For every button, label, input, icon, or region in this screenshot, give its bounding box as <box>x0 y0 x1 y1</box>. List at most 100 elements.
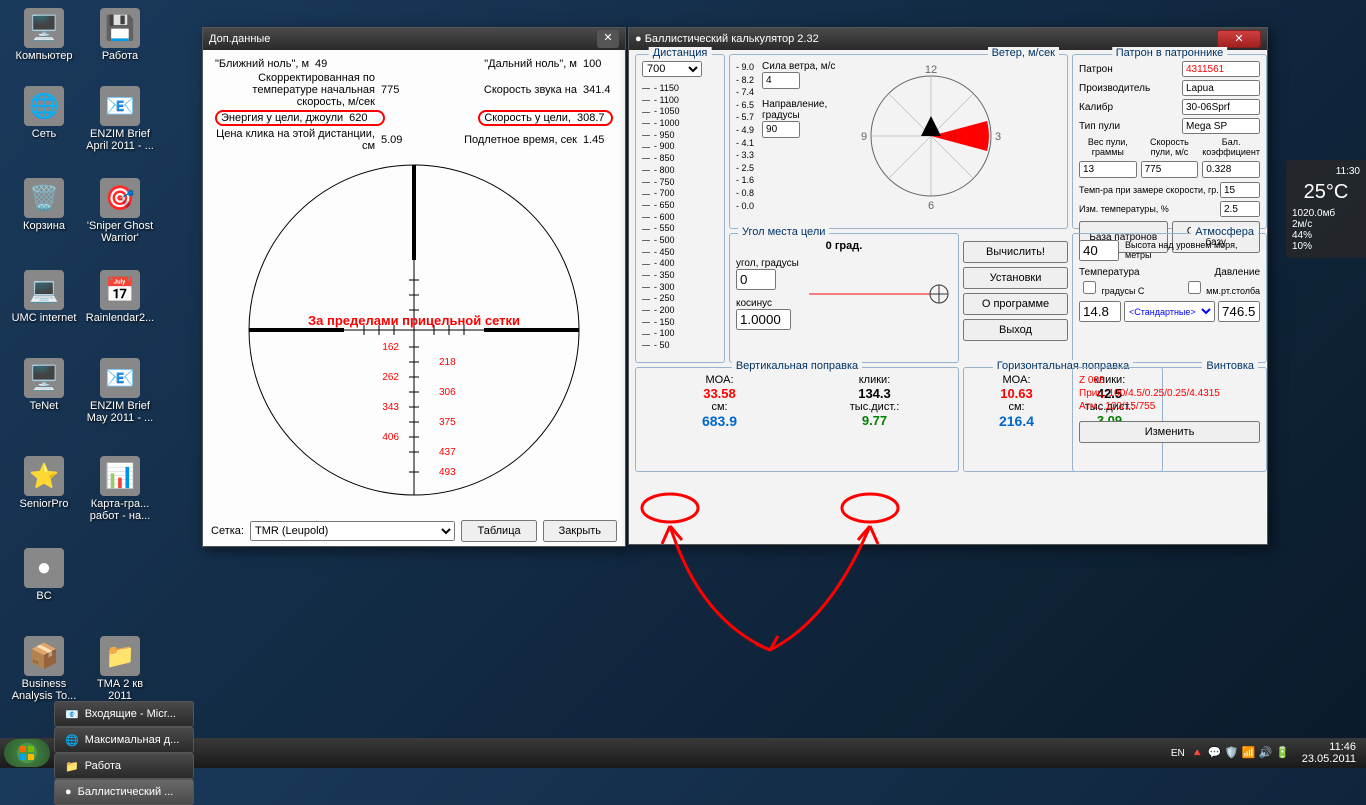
group-vertical-corr: Вертикальная поправка MOA: клики: 33.58 … <box>635 367 959 472</box>
desktop-icon[interactable]: 💻UMC internet <box>8 270 80 324</box>
caliber-label: Калибр <box>1079 102 1113 113</box>
cart-temp-input[interactable] <box>1220 182 1260 198</box>
taskbar-item[interactable]: 📁Работа <box>54 753 194 779</box>
taskbar: 📧Входящие - Micr...🌐Максимальная д...📁Ра… <box>0 738 1366 768</box>
desktop-icon[interactable]: 📧ENZIM Brief May 2011 - ... <box>84 358 156 424</box>
desktop-icon[interactable]: 📧ENZIM Brief April 2011 - ... <box>84 86 156 152</box>
horz-moa-value: 10.63 <box>970 386 1063 401</box>
desktop-icon[interactable]: 📊Карта-гра... работ - на... <box>84 456 156 522</box>
maker-input[interactable] <box>1182 80 1260 96</box>
window-calculator: ● Баллистический калькулятор 2.32 ✕ Дист… <box>628 27 1268 545</box>
bullet-type-label: Тип пули <box>1079 121 1120 132</box>
angle-input[interactable] <box>736 269 776 290</box>
wind-force-input[interactable] <box>762 72 800 89</box>
start-button[interactable] <box>4 739 50 767</box>
svg-text:218: 218 <box>439 357 456 368</box>
cart-tempchg-input[interactable] <box>1220 201 1260 217</box>
table-button[interactable]: Таблица <box>461 520 536 542</box>
system-tray: EN 🔺💬🛡️📶🔊🔋 11:46 23.05.2011 <box>1171 741 1362 765</box>
legend-angle: Угол места цели <box>738 226 829 238</box>
button-panel: Вычислить! Установки О программе Выход <box>963 233 1068 363</box>
desktop-icon[interactable]: 🖥️TeNet <box>8 358 80 412</box>
distance-select[interactable]: 700 <box>642 61 702 77</box>
wind-scale[interactable]: - 9.0- 8.2- 7.4- 6.5- 5.7- 4.9- 4.1- 3.3… <box>736 61 754 212</box>
desktop-icon[interactable]: ●BC <box>8 548 80 602</box>
taskbar-item[interactable]: 🌐Максимальная д... <box>54 727 194 753</box>
distance-scale[interactable]: - 1150- 1100- 1050- 1000- 950- 900- 850-… <box>642 83 718 352</box>
exit-button[interactable]: Выход <box>963 319 1068 341</box>
title-calc: ● Баллистический калькулятор 2.32 <box>635 33 819 45</box>
wind-dir-input[interactable] <box>762 121 800 138</box>
desktop-icon[interactable]: 💾Работа <box>84 8 156 62</box>
atmo-temp-label: Температура <box>1079 267 1140 278</box>
grid-select[interactable]: TMR (Leupold) <box>250 521 456 541</box>
caliber-input[interactable] <box>1182 99 1260 115</box>
vert-td-value: 9.77 <box>797 413 952 429</box>
vert-moa-value: 33.58 <box>642 386 797 401</box>
desktop-icon[interactable]: ⭐SeniorPro <box>8 456 80 510</box>
lang-indicator[interactable]: EN <box>1171 748 1185 759</box>
taskbar-item[interactable]: 📧Входящие - Micr... <box>54 701 194 727</box>
group-angle: Угол места цели 0 град. угол, градусы ко… <box>729 233 959 363</box>
desktop-icon[interactable]: 🗑️Корзина <box>8 178 80 232</box>
about-button[interactable]: О программе <box>963 293 1068 315</box>
svg-text:493: 493 <box>439 467 456 478</box>
press-unit-check[interactable]: мм.рт.столба <box>1184 278 1260 297</box>
bullet-type-input[interactable] <box>1182 118 1260 134</box>
svg-text:162: 162 <box>382 342 399 353</box>
window-dopdata: Доп.данные ✕ "Ближний ноль", м49 "Дальни… <box>202 27 626 547</box>
taskbar-item[interactable]: ●Баллистический ... <box>54 779 194 805</box>
close-button-2[interactable]: Закрыть <box>543 520 617 542</box>
desktop-icon[interactable]: 🖥️Компьютер <box>8 8 80 62</box>
tray-icons[interactable]: 🔺💬🛡️📶🔊🔋 <box>1191 746 1290 760</box>
svg-text:6: 6 <box>928 200 934 211</box>
desktop-icon[interactable]: 📁ТМА 2 кв 2011 <box>84 636 156 702</box>
cartridge-input[interactable] <box>1182 61 1260 77</box>
reticle-view: За пределами прицельной сетки 1622182623… <box>224 160 604 500</box>
wind-compass[interactable]: 12 3 6 9 <box>856 61 1061 214</box>
horz-cm-label: см: <box>970 401 1063 413</box>
legend-vert: Вертикальная поправка <box>732 360 862 372</box>
horz-moa-label: MOA: <box>970 374 1063 386</box>
close-button[interactable]: ✕ <box>1217 30 1261 48</box>
maker-label: Производитель <box>1079 83 1150 94</box>
title-dopdata: Доп.данные <box>209 33 270 45</box>
svg-text:9: 9 <box>861 131 867 143</box>
calculate-button[interactable]: Вычислить! <box>963 241 1068 263</box>
atmo-press-input[interactable] <box>1218 301 1260 322</box>
vert-click-value: 134.3 <box>797 386 952 401</box>
atmo-temp-input[interactable] <box>1079 301 1121 322</box>
titlebar-dopdata[interactable]: Доп.данные ✕ <box>203 28 625 50</box>
desktop-icon[interactable]: 🎯'Sniper Ghost Warrior' <box>84 178 156 244</box>
cart-tempchg-label: Изм. температуры, % <box>1079 204 1169 214</box>
weather-wind: 2м/с <box>1292 219 1360 230</box>
weight-input[interactable] <box>1079 161 1137 178</box>
rifle-change-button[interactable]: Изменить <box>1079 421 1260 443</box>
desktop-icon[interactable]: 🌐Сеть <box>8 86 80 140</box>
rifle-line2: Приц.:100/4.5/0.25/0.25/4.4315 <box>1079 387 1260 400</box>
atmo-std-select[interactable]: <Стандартные> <box>1124 301 1215 322</box>
rifle-line1: Z 008 <box>1079 374 1260 387</box>
speed-label: Скорость пули, м/с <box>1141 137 1199 157</box>
temp-unit-check[interactable]: градусы С <box>1079 278 1144 297</box>
speed-input[interactable] <box>1141 161 1199 178</box>
weather-pressure: 1020.0мб <box>1292 208 1360 219</box>
desktop-icon[interactable]: 📦Business Analysis To... <box>8 636 80 702</box>
settings-button[interactable]: Установки <box>963 267 1068 289</box>
clock-date: 23.05.2011 <box>1302 753 1356 765</box>
bc-input[interactable] <box>1202 161 1260 178</box>
cosine-input[interactable] <box>736 309 791 330</box>
weather-time: 11:30 <box>1292 166 1360 177</box>
close-button[interactable]: ✕ <box>597 30 619 48</box>
svg-text:406: 406 <box>382 432 399 443</box>
taskbar-clock[interactable]: 11:46 23.05.2011 <box>1296 741 1362 765</box>
cartridge-label: Патрон <box>1079 64 1113 75</box>
group-distance: Дистанция 700 - 1150- 1100- 1050- 1000- … <box>635 54 725 363</box>
group-wind: Ветер, м/сек - 9.0- 8.2- 7.4- 6.5- 5.7- … <box>729 54 1068 229</box>
angle-diagram <box>809 274 949 314</box>
desktop-icon[interactable]: 📅Rainlendar2... <box>84 270 156 324</box>
altitude-input[interactable] <box>1079 240 1119 261</box>
svg-text:3: 3 <box>995 131 1001 143</box>
vert-cm-value: 683.9 <box>642 413 797 429</box>
horz-cm-value: 216.4 <box>970 413 1063 429</box>
